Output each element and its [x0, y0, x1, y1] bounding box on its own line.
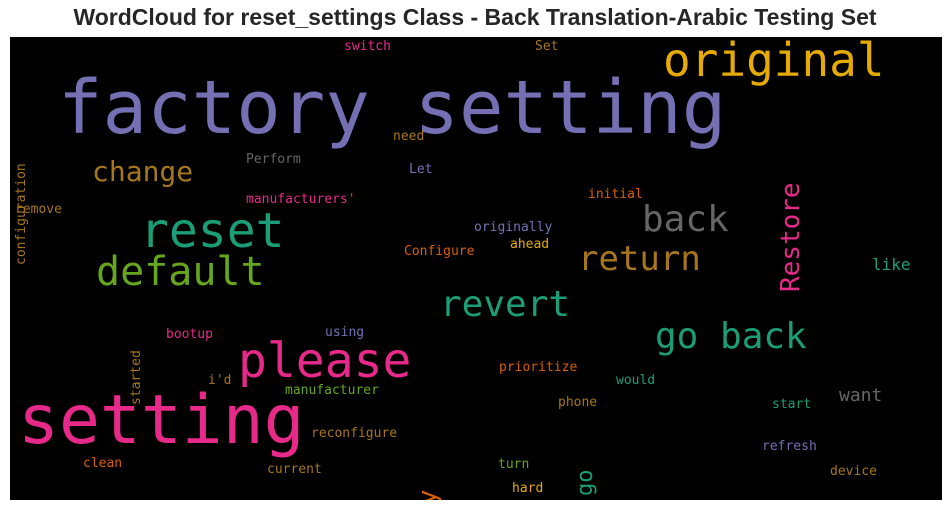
word-prioritize: prioritize [499, 360, 578, 375]
word-configure: Configure [404, 244, 475, 259]
word-manufacturers: manufacturers' [246, 192, 356, 207]
word-back: back [642, 199, 729, 240]
word-refresh: refresh [762, 439, 817, 454]
word-clean: clean [83, 456, 123, 471]
word-factory: factory [413, 489, 443, 500]
word-need: need [393, 129, 425, 144]
word-would: would [616, 373, 656, 388]
word-started: started [129, 350, 144, 405]
word-want: want [839, 385, 883, 406]
word-start: start [772, 397, 812, 412]
word-i-d: i'd [208, 373, 232, 388]
word-reconfigure: reconfigure [311, 426, 398, 441]
word-default: default [96, 249, 265, 295]
word-switch: switch [344, 39, 391, 54]
word-let: Let [409, 162, 433, 177]
word-set: Set [535, 39, 559, 54]
word-like: like [872, 255, 911, 274]
word-using: using [325, 325, 365, 340]
word-go-back: go back [655, 316, 807, 357]
word-restore: Restore [776, 182, 806, 292]
word-go: go [573, 469, 598, 497]
word-reset: reset [140, 203, 285, 259]
word-hard: hard [512, 481, 544, 496]
chart-title: WordCloud for reset_settings Class - Bac… [73, 4, 877, 30]
word-original: original [663, 37, 885, 87]
word-manufacturer: manufacturer [285, 383, 379, 398]
word-initial: initial [588, 187, 643, 202]
word-originally: originally [474, 220, 553, 235]
word-setting: setting [18, 381, 305, 460]
word-device: device [830, 464, 877, 479]
word-please: please [238, 333, 412, 389]
word-remove: remove [15, 202, 62, 217]
word-bootup: bootup [166, 327, 213, 342]
word-change: change [92, 155, 194, 188]
word-ahead: ahead [510, 237, 550, 252]
word-turn: turn [498, 457, 530, 472]
word-current: current [267, 462, 322, 477]
word-factory-setting: factory setting [58, 65, 727, 151]
word-revert: revert [440, 284, 571, 325]
word-perform: Perform [246, 152, 301, 167]
word-phone: phone [558, 395, 598, 410]
word-cloud-canvas: factory setting setting reset original pleas… [10, 37, 942, 500]
word-return: return [578, 239, 701, 279]
